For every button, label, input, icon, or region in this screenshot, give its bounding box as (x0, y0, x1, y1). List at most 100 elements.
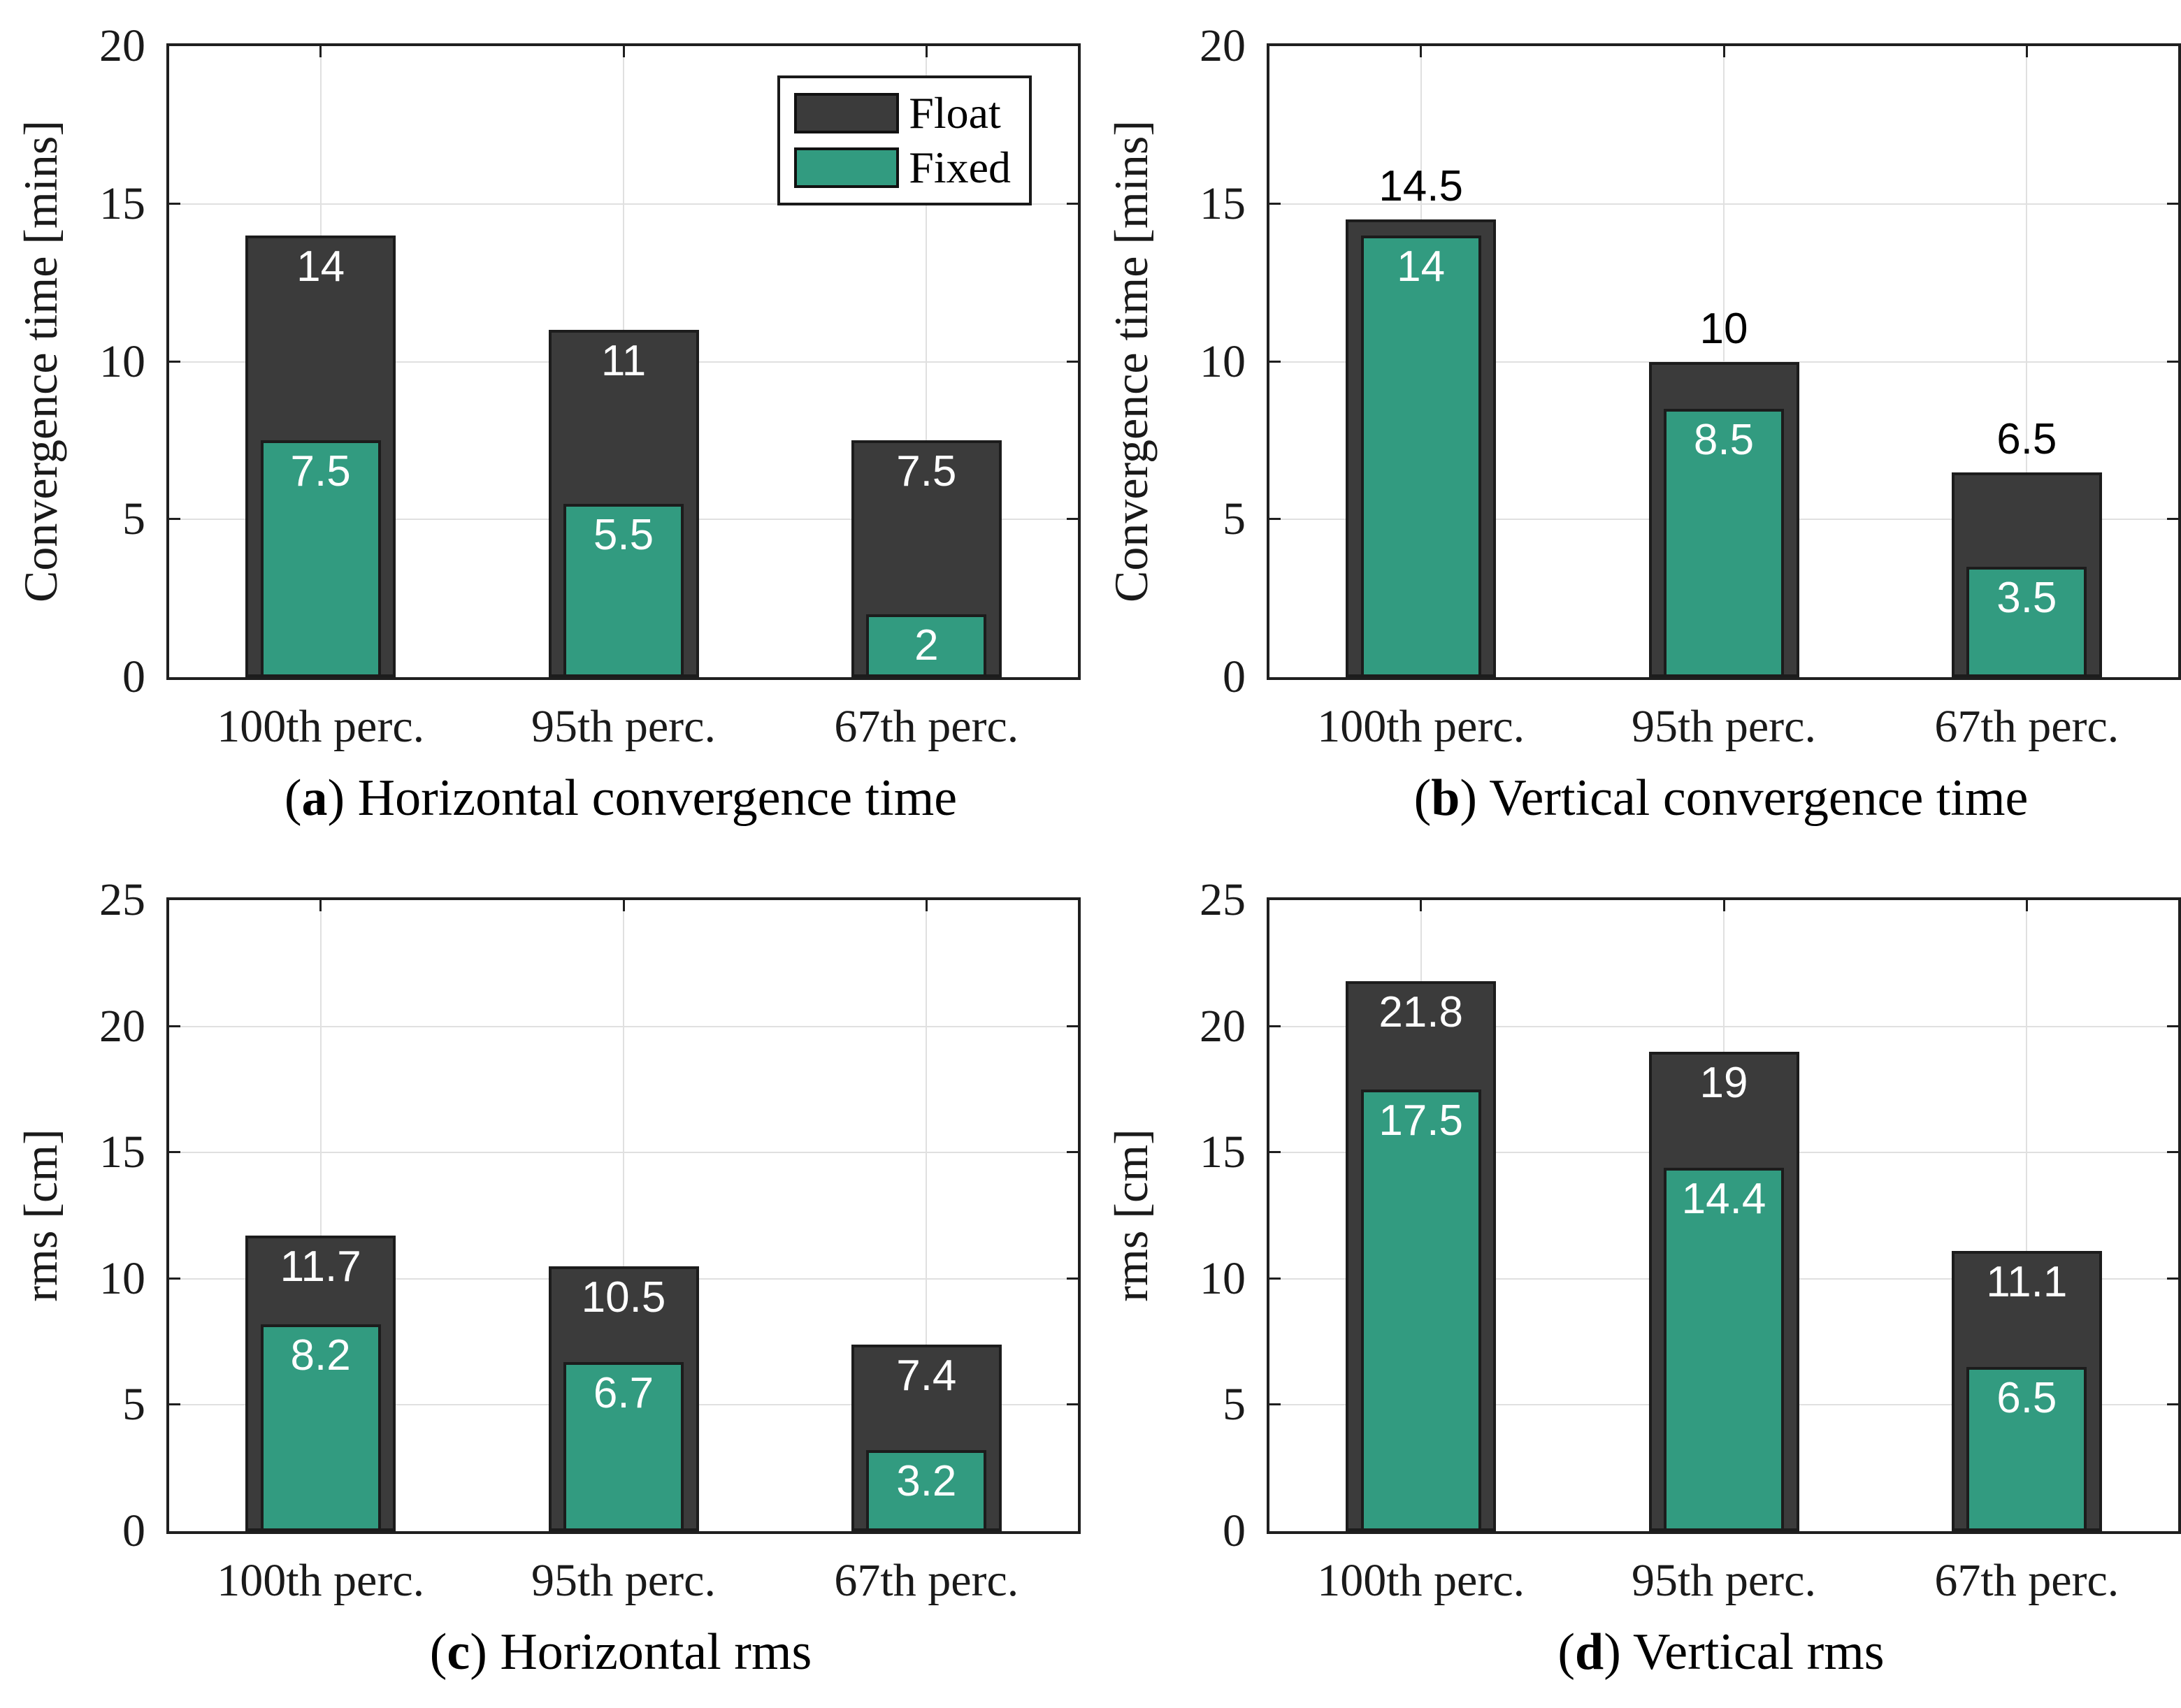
gridline-x-1 (623, 900, 624, 1531)
ytick-label-5: 5 (1223, 493, 1246, 545)
caption-d: (d) Vertical rms (1267, 1623, 2175, 1682)
caption-a-open: ( (284, 769, 302, 827)
xtick-label-0: 100th perc. (217, 701, 425, 752)
xtick-top-1 (1722, 900, 1725, 911)
legend-swatch-fixed (794, 147, 900, 188)
bar-label-fixed-2: 2 (914, 621, 939, 670)
ytick-right-5 (1067, 1403, 1078, 1406)
bar-label-fixed-1: 8.5 (1693, 416, 1755, 465)
ytick-label-25: 25 (99, 874, 145, 925)
caption-d-text: ) Vertical rms (1604, 1623, 1885, 1681)
legend: Float Fixed (777, 75, 1032, 205)
ytick-left-15 (1269, 1151, 1281, 1154)
xtick-label-1: 95th perc. (531, 1555, 716, 1606)
bar-label-fixed-2: 3.5 (1996, 573, 2057, 622)
ytick-label-0: 0 (122, 651, 145, 702)
legend-label-fixed: Fixed (909, 143, 1011, 192)
gridline-x-2 (2026, 46, 2028, 677)
caption-a-letter: a (301, 769, 328, 827)
panel-a: Convergence time [mins] Float Fixed 0 5 10… (0, 0, 1090, 854)
bar-fixed-2 (866, 614, 987, 677)
ytick-right-5 (2167, 1403, 2178, 1406)
bar-label-float-0: 14.5 (1379, 162, 1463, 211)
bar-label-float-1: 11 (600, 337, 647, 386)
xtick-label-1: 95th perc. (1632, 701, 1816, 752)
ytick-label-10: 10 (1200, 1252, 1246, 1304)
bar-fixed-1 (563, 503, 684, 677)
legend-swatch-float (794, 93, 900, 133)
gridline-x-2 (2026, 900, 2028, 1531)
bar-fixed-2 (1966, 566, 2087, 677)
bar-label-float-1: 10 (1699, 304, 1748, 353)
ytick-left-20 (1269, 1025, 1281, 1027)
legend-label-float: Float (909, 88, 1001, 138)
ytick-label-5: 5 (122, 493, 145, 545)
ytick-label-0: 0 (1223, 651, 1246, 702)
ytick-right-5 (2167, 518, 2178, 521)
ytick-label-15: 15 (1200, 178, 1246, 229)
bar-label-float-1: 10.5 (581, 1273, 666, 1322)
ytick-left-15 (1269, 202, 1281, 205)
ytick-label-20: 20 (1200, 1000, 1246, 1052)
ytick-label-10: 10 (1200, 335, 1246, 387)
ytick-left-5 (1269, 518, 1281, 521)
bar-fixed-1 (1664, 1167, 1784, 1531)
bar-label-float-2: 11.1 (1986, 1258, 2068, 1307)
bar-label-float-0: 21.8 (1379, 987, 1463, 1036)
caption-c-text: ) Horizontal rms (470, 1623, 812, 1681)
plot-area-b: 0 5 10 15 20 100th perc. 14.5 14 95th perc. 10 8.5… (1200, 23, 2181, 751)
ytick-left-15 (169, 202, 180, 205)
ytick-right-15 (2167, 202, 2178, 205)
caption-b-open: ( (1413, 769, 1432, 827)
plot-area-d: 0 5 10 15 20 25 100th perc. 21.8 17.5 95th perc. 1… (1200, 877, 2181, 1605)
ytick-label-5: 5 (122, 1379, 145, 1431)
xtick-label-1: 95th perc. (531, 701, 716, 752)
bar-label-fixed-1: 6.7 (593, 1368, 654, 1417)
xtick-top-0 (319, 900, 322, 911)
ytick-right-20 (1067, 1025, 1078, 1027)
ytick-left-20 (169, 1025, 180, 1027)
ytick-left-5 (169, 1403, 180, 1406)
ytick-label-5: 5 (1223, 1379, 1246, 1431)
bar-label-fixed-2: 3.2 (896, 1457, 957, 1506)
caption-d-letter: d (1575, 1623, 1604, 1681)
xtick-label-0: 100th perc. (217, 1555, 425, 1606)
caption-c-open: ( (429, 1623, 447, 1681)
ytick-left-10 (1269, 360, 1281, 363)
ytick-label-20: 20 (1200, 20, 1246, 71)
xtick-top-1 (622, 900, 625, 911)
ytick-left-10 (169, 1277, 180, 1280)
bar-fixed-0 (260, 440, 381, 677)
ytick-right-15 (2167, 1151, 2178, 1154)
panel-c: rms [cm] 0 5 10 15 20 25 100th perc. 11.7 8.2 95t… (0, 854, 1090, 1708)
legend-item-fixed: Fixed (794, 145, 1011, 190)
xtick-top-2 (925, 46, 928, 57)
xtick-top-2 (2025, 900, 2028, 911)
xtick-label-2: 67th perc. (834, 701, 1019, 752)
ytick-label-0: 0 (1223, 1505, 1246, 1556)
caption-d-open: ( (1557, 1623, 1576, 1681)
caption-c-letter: c (447, 1623, 470, 1681)
xtick-top-0 (1420, 46, 1423, 57)
ytick-label-15: 15 (99, 178, 145, 229)
xtick-top-2 (2025, 46, 2028, 57)
xtick-label-2: 67th perc. (1934, 701, 2119, 752)
panel-d: rms [cm] 0 5 10 15 20 25 100th perc. 21.8 17.5 95… (1090, 854, 2181, 1708)
xtick-top-2 (925, 900, 928, 911)
bar-label-float-2: 7.4 (896, 1351, 957, 1400)
bar-label-fixed-0: 8.2 (290, 1331, 351, 1380)
bar-label-float-2: 7.5 (896, 447, 957, 496)
bar-label-fixed-0: 14 (1397, 242, 1446, 291)
ytick-right-15 (1067, 202, 1078, 205)
xtick-top-1 (622, 46, 625, 57)
plot-area-a: Float Fixed 0 5 10 15 20 100th perc. 14 7.5 95th… (99, 23, 1081, 751)
ytick-label-15: 15 (99, 1127, 145, 1178)
ytick-label-20: 20 (99, 20, 145, 71)
ytick-left-5 (169, 518, 180, 521)
bar-label-float-1: 19 (1699, 1058, 1748, 1107)
ytick-label-10: 10 (99, 1252, 145, 1304)
bar-label-float-2: 6.5 (1996, 414, 2057, 463)
xtick-top-0 (319, 46, 322, 57)
xtick-label-2: 67th perc. (834, 1555, 1019, 1606)
plot-area-c: 0 5 10 15 20 25 100th perc. 11.7 8.2 95th perc. 10… (99, 877, 1081, 1605)
